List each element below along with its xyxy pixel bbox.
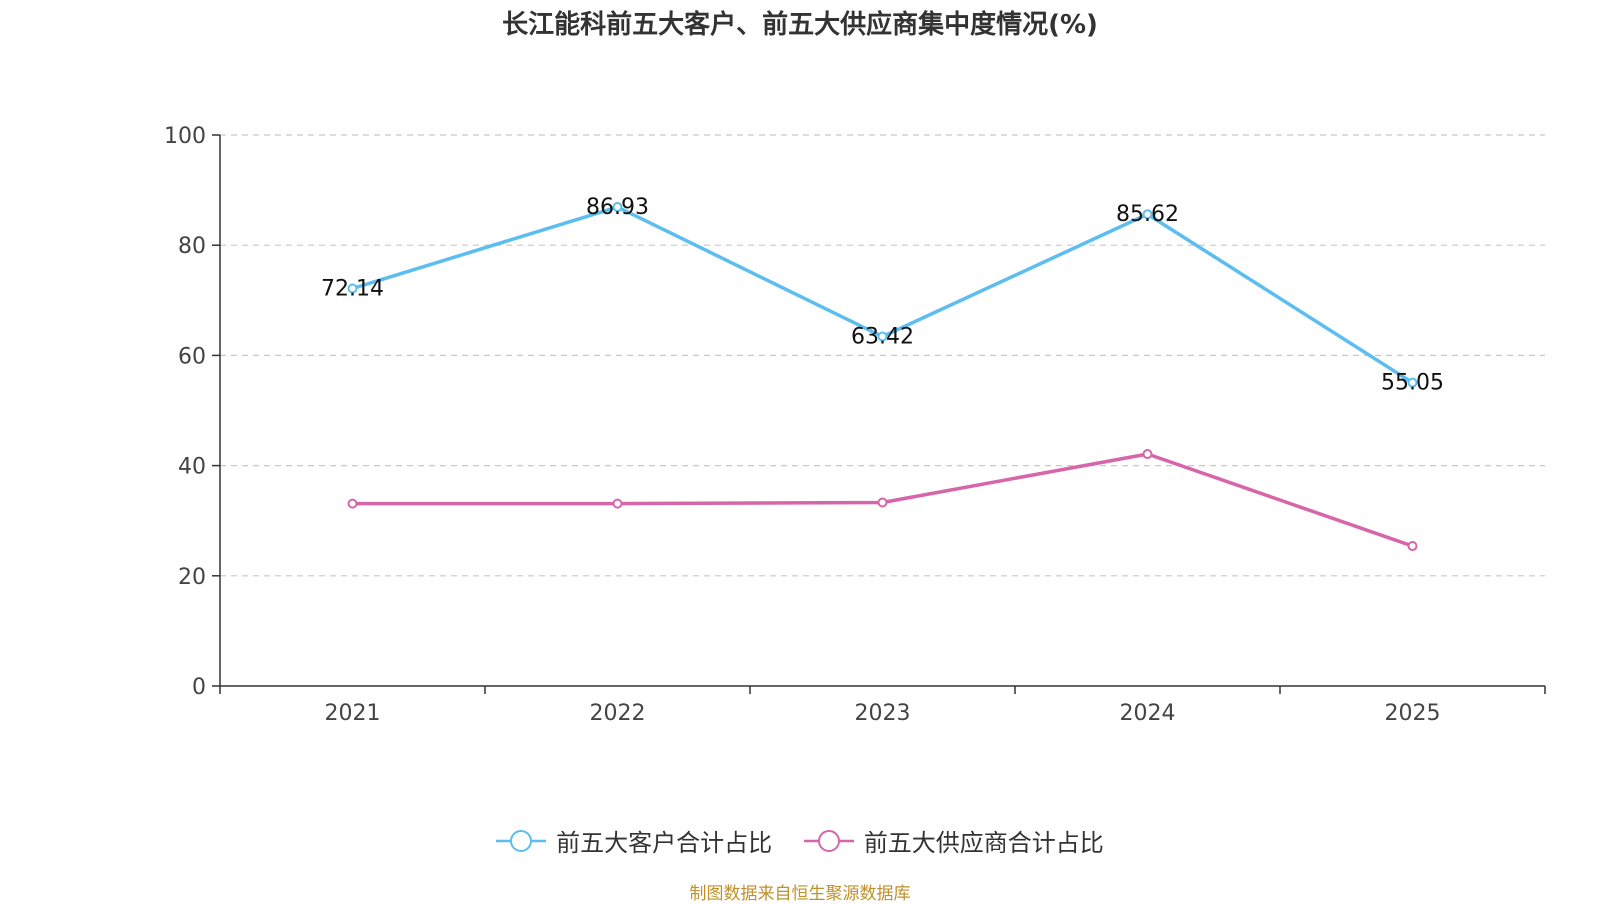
legend-item-customers[interactable]: 前五大客户合计占比 <box>496 823 772 858</box>
x-tick-label: 2023 <box>855 701 911 726</box>
y-tick-label: 20 <box>178 565 206 590</box>
legend: 前五大客户合计占比 前五大供应商合计占比 <box>0 823 1600 860</box>
source-note: 制图数据来自恒生聚源数据库 <box>689 884 911 904</box>
data-label: 63.42 <box>851 325 914 350</box>
chart-title: 长江能科前五大客户、前五大供应商集中度情况(%) <box>502 10 1098 40</box>
grid-lines <box>220 134 1545 577</box>
y-tick-label: 40 <box>178 455 206 480</box>
data-label: 72.14 <box>321 277 384 302</box>
data-point <box>1142 449 1153 460</box>
data-label: 55.05 <box>1381 371 1444 396</box>
series <box>347 202 1418 552</box>
y-tick-label: 0 <box>192 675 206 700</box>
x-tick-label: 2021 <box>325 701 381 726</box>
data-point <box>347 498 358 509</box>
data-point <box>1142 209 1153 220</box>
legend-item-suppliers[interactable]: 前五大供应商合计占比 <box>803 823 1104 858</box>
legend-label-suppliers: 前五大供应商合计占比 <box>863 829 1104 857</box>
data-point <box>877 331 888 342</box>
data-label: 85.62 <box>1116 202 1179 227</box>
data-label: 86.93 <box>586 195 649 220</box>
data-point <box>612 498 623 509</box>
data-point <box>877 497 888 508</box>
legend-marker-customers-icon <box>496 829 547 852</box>
data-point <box>347 283 358 294</box>
y-tick-label: 100 <box>164 124 206 149</box>
x-tick-label: 2024 <box>1120 701 1176 726</box>
data-point <box>1407 377 1418 388</box>
x-tick-label: 2022 <box>590 701 646 726</box>
y-tick-label: 80 <box>178 234 206 259</box>
y-tick-label: 60 <box>178 344 206 369</box>
series-line-0 <box>351 205 1414 385</box>
data-point <box>1407 541 1418 552</box>
data-point <box>612 202 623 213</box>
x-tick-label: 2025 <box>1385 701 1441 726</box>
data-labels: 72.14 86.93 63.42 85.62 55.05 <box>321 195 1444 396</box>
legend-marker-suppliers-icon <box>803 829 854 852</box>
axes: 0 20 40 60 80 100 2021 2022 2023 2024 2025 <box>164 124 1546 726</box>
legend-label-customers: 前五大客户合计占比 <box>556 829 773 857</box>
